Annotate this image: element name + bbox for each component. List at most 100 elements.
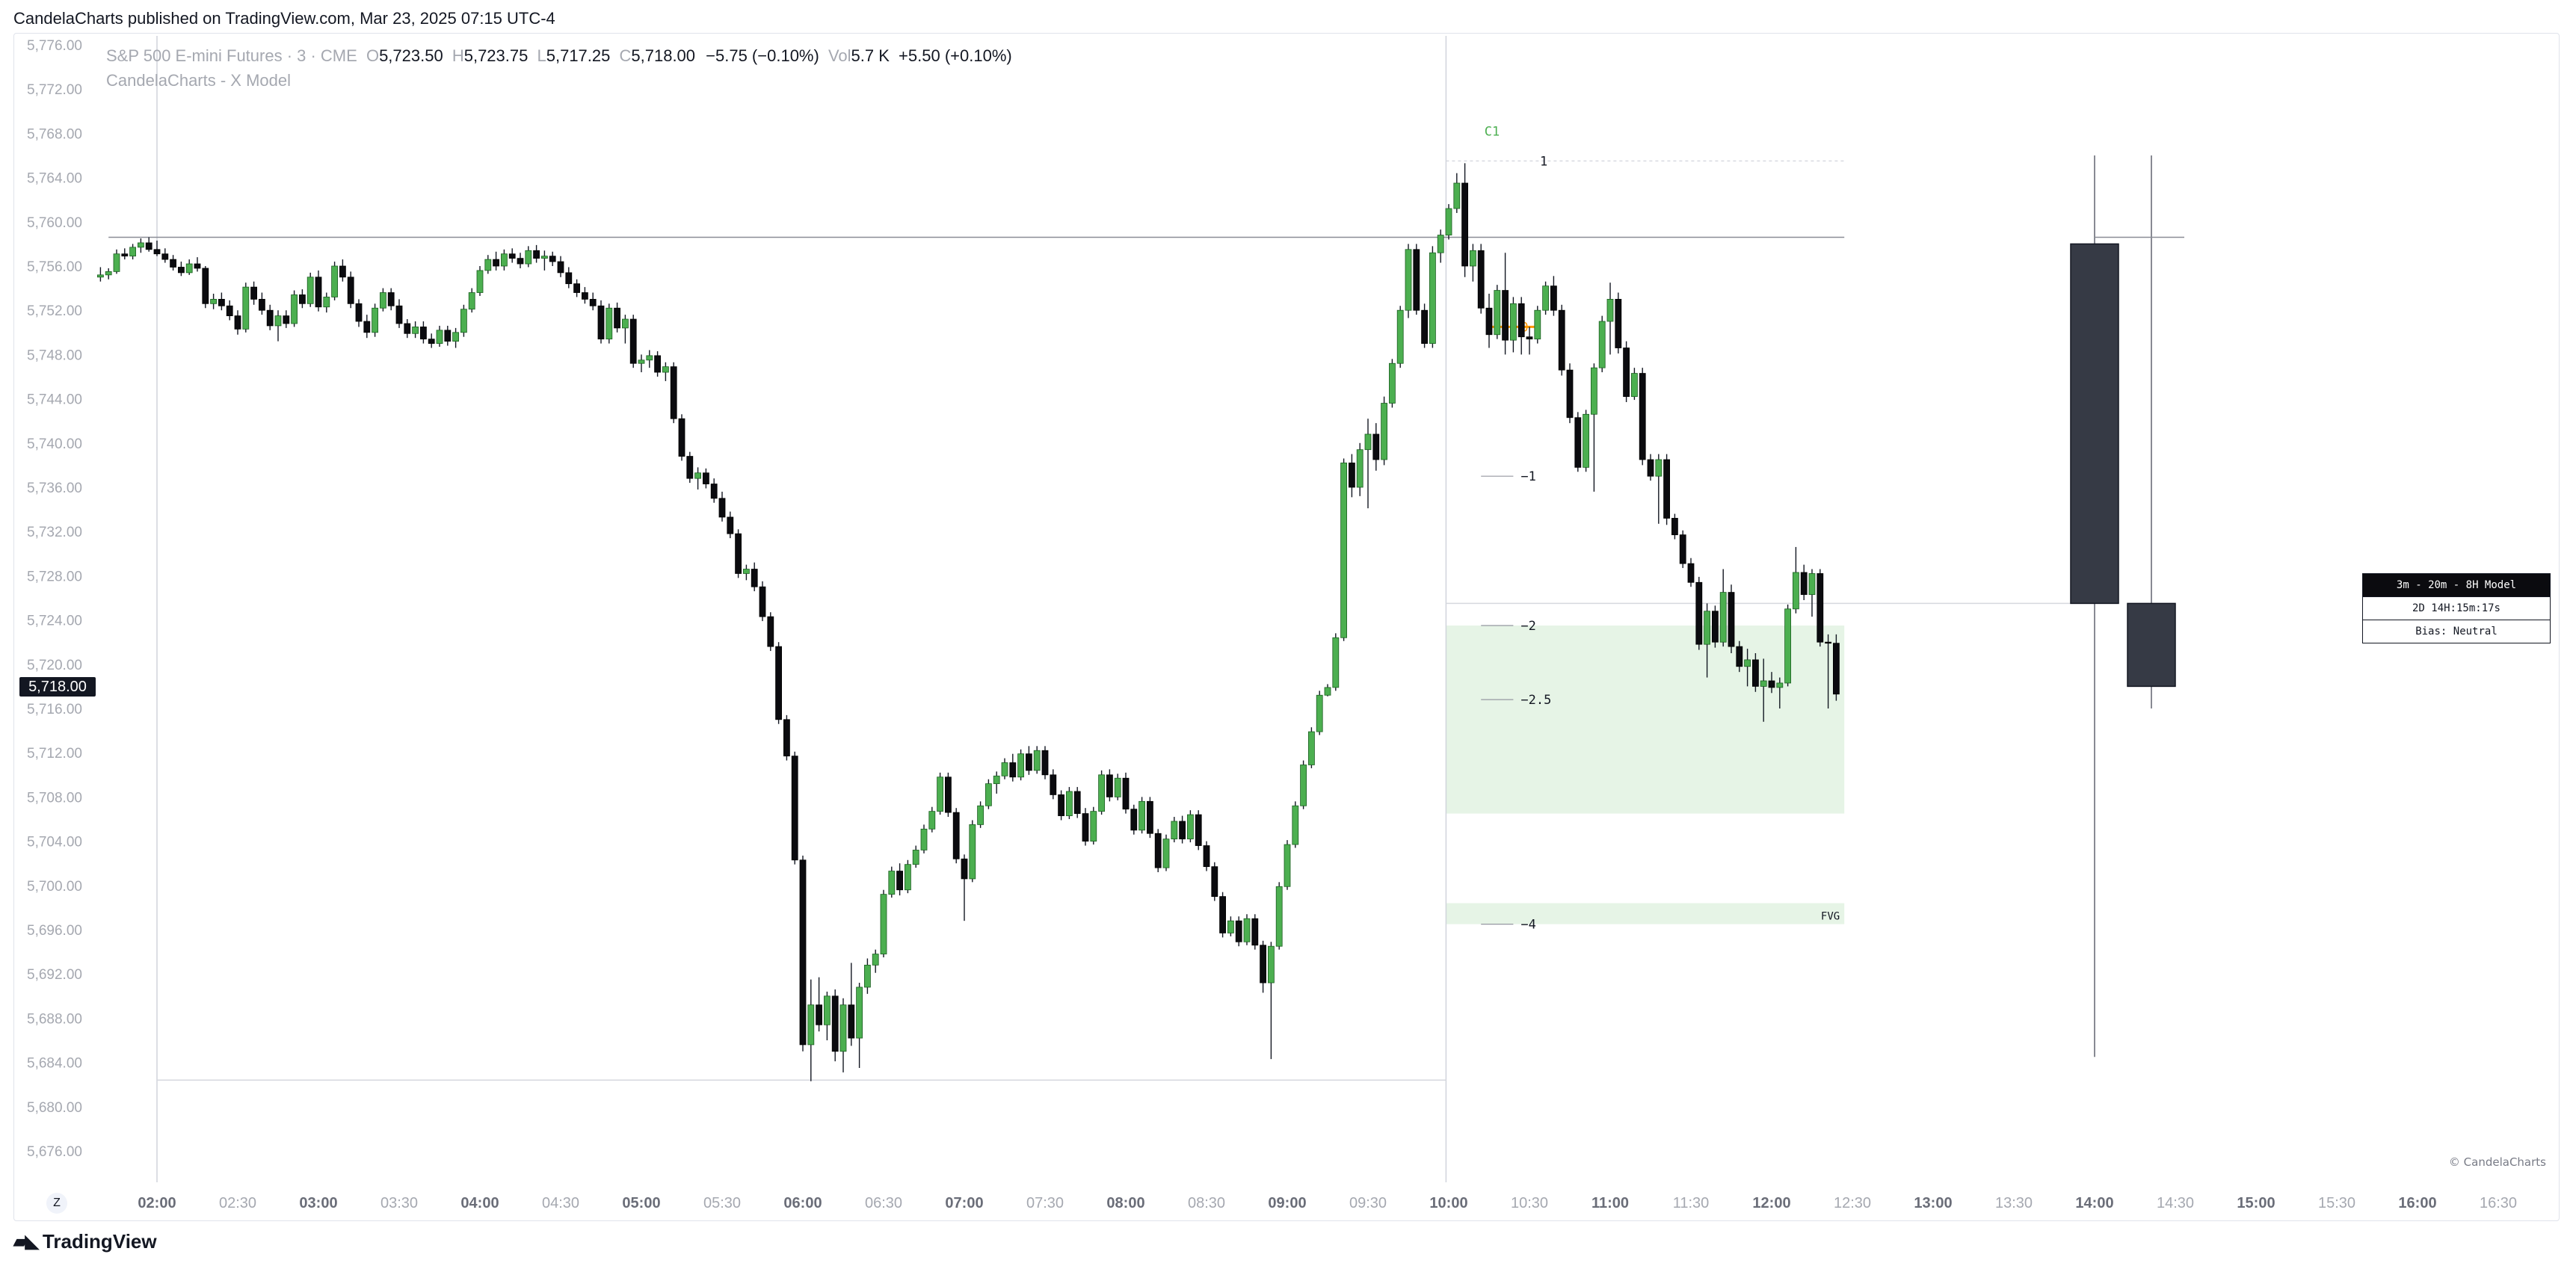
candle-down bbox=[202, 268, 209, 304]
candle-up bbox=[1381, 403, 1387, 460]
level-label: −4 bbox=[1520, 918, 1535, 933]
candle-down bbox=[444, 330, 452, 342]
indicator-name[interactable]: CandelaCharts - X Model bbox=[106, 71, 292, 90]
candle-up bbox=[1760, 680, 1767, 687]
fvg-label: FVG bbox=[1821, 911, 1840, 923]
candle-up bbox=[291, 294, 298, 324]
symbol-name[interactable]: S&P 500 E-mini Futures · 3 · CME bbox=[106, 46, 357, 65]
candle-up bbox=[1275, 886, 1283, 947]
candle-up bbox=[379, 292, 386, 309]
candle-up bbox=[1227, 920, 1234, 933]
x-tick-label: 06:00 bbox=[783, 1195, 822, 1211]
tradingview-brand: TradingView bbox=[42, 1230, 157, 1253]
candle-down bbox=[428, 339, 435, 344]
model-info-table: 3m - 20m - 8H Model 2D 14H:15m:17s Bias:… bbox=[2362, 573, 2551, 643]
candle-up bbox=[1445, 208, 1452, 235]
candle-down bbox=[1058, 794, 1064, 816]
candle-down bbox=[226, 305, 233, 316]
candle-down bbox=[629, 318, 637, 364]
candle-down bbox=[298, 294, 306, 304]
candle-down bbox=[678, 418, 685, 457]
candle-down bbox=[1477, 250, 1485, 309]
candle-up bbox=[460, 309, 467, 333]
y-tick-label: 5,752.00 bbox=[27, 303, 82, 319]
candle-up bbox=[1316, 694, 1323, 732]
timezone-button[interactable]: Z bbox=[46, 1193, 67, 1214]
candle-down bbox=[177, 267, 185, 274]
candle-up bbox=[1098, 774, 1105, 812]
fvg-zone-small bbox=[1446, 903, 1845, 924]
candle-down bbox=[1073, 791, 1081, 815]
candle-down bbox=[1421, 309, 1428, 345]
candle-down bbox=[1679, 534, 1686, 564]
candle-down bbox=[1106, 774, 1113, 797]
candle-up bbox=[468, 292, 475, 310]
candle-down bbox=[767, 616, 774, 647]
candle-down bbox=[831, 995, 839, 1052]
candle-down bbox=[1050, 774, 1057, 795]
y-tick-label: 5,688.00 bbox=[27, 1011, 82, 1027]
y-tick-label: 5,776.00 bbox=[27, 38, 82, 54]
y-tick-label: 5,764.00 bbox=[27, 171, 82, 187]
candle-down bbox=[1687, 563, 1695, 583]
candle-up bbox=[1138, 800, 1145, 831]
y-tick-label: 5,716.00 bbox=[27, 702, 82, 717]
candle-down bbox=[339, 265, 346, 278]
level-label: 1 bbox=[1540, 154, 1547, 169]
x-tick-label: 15:00 bbox=[2237, 1195, 2275, 1211]
x-tick-label: 13:30 bbox=[1995, 1195, 2033, 1211]
x-tick-label: 12:00 bbox=[1752, 1195, 1790, 1211]
candle-up bbox=[1630, 373, 1638, 398]
candle-down bbox=[1647, 459, 1654, 477]
candle-up bbox=[1364, 433, 1372, 451]
candle-down bbox=[1211, 866, 1218, 898]
candle-down bbox=[1639, 373, 1646, 460]
candle-down bbox=[1260, 945, 1266, 984]
candle-up bbox=[1744, 659, 1751, 667]
x-tick-label: 03:30 bbox=[380, 1195, 418, 1211]
candle-down bbox=[1372, 433, 1380, 460]
candle-down bbox=[1832, 643, 1840, 695]
volume-label: Vol bbox=[828, 46, 851, 65]
candle-down bbox=[703, 472, 709, 484]
candle-up bbox=[1114, 777, 1121, 797]
candle-down bbox=[533, 250, 540, 259]
candle-up bbox=[856, 986, 863, 1039]
candle-up bbox=[137, 242, 144, 248]
tradingview-logo[interactable]: ▰◣ TradingView bbox=[13, 1230, 157, 1253]
candle-up bbox=[1396, 309, 1404, 364]
candle-up bbox=[872, 954, 879, 966]
candle-down bbox=[565, 272, 573, 285]
candle-down bbox=[1203, 845, 1210, 868]
candle-up bbox=[638, 359, 645, 364]
candle-up bbox=[274, 315, 282, 327]
candle-up bbox=[452, 332, 459, 342]
x-tick-label: 10:30 bbox=[1511, 1195, 1548, 1211]
candle-down bbox=[1711, 611, 1719, 643]
candle-up bbox=[743, 569, 750, 574]
candle-down bbox=[1558, 309, 1565, 371]
candle-down bbox=[1082, 813, 1089, 842]
candle-up bbox=[1171, 821, 1178, 840]
candle-up bbox=[1704, 611, 1711, 645]
candle-up bbox=[807, 1004, 815, 1046]
candle-up bbox=[436, 330, 443, 344]
htf-candle-body bbox=[2127, 602, 2176, 688]
x-tick-label: 02:00 bbox=[138, 1195, 176, 1211]
candle-down bbox=[1154, 833, 1162, 868]
candle-up bbox=[1719, 592, 1727, 643]
candle-up bbox=[622, 318, 629, 329]
candle-down bbox=[404, 323, 411, 334]
candle-down bbox=[1728, 592, 1735, 647]
high-label: H bbox=[452, 46, 464, 65]
candle-up bbox=[476, 270, 484, 293]
x-tick-label: 09:30 bbox=[1349, 1195, 1387, 1211]
candle-down bbox=[258, 298, 265, 311]
current-price-tag: 5,718.00 bbox=[19, 677, 96, 697]
x-tick-label: 12:30 bbox=[1834, 1195, 1871, 1211]
candle-up bbox=[1308, 731, 1315, 765]
candle-down bbox=[1825, 641, 1832, 644]
x-tick-label: 09:00 bbox=[1268, 1195, 1306, 1211]
candle-down bbox=[1485, 307, 1493, 336]
